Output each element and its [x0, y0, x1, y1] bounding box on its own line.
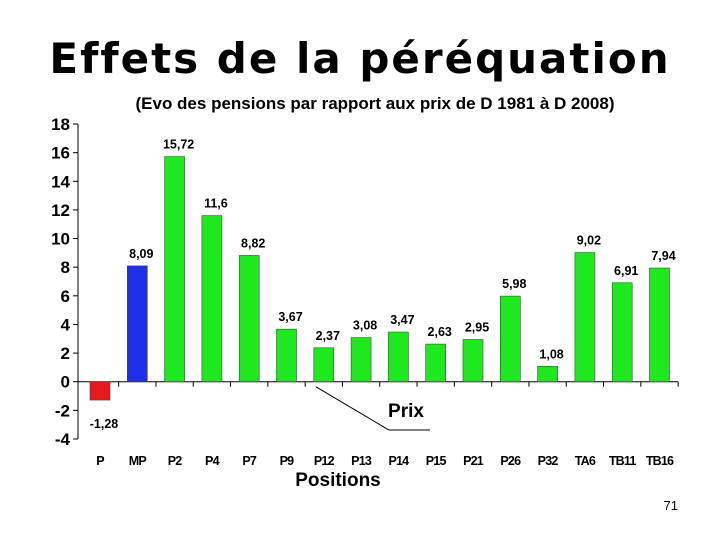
- y-tick-label: 2: [61, 344, 70, 363]
- data-label: 3,47: [390, 313, 414, 327]
- data-label: 8,09: [129, 247, 153, 261]
- y-tick-label: 8: [61, 258, 70, 277]
- data-label: 8,82: [241, 236, 265, 250]
- data-label: 15,72: [163, 138, 194, 152]
- x-tick-label: TA6: [575, 454, 596, 468]
- y-tick-label: -2: [55, 401, 70, 420]
- data-label: 2,63: [428, 325, 452, 339]
- x-tick-label: TB11: [609, 454, 637, 468]
- x-tick-label: P12: [314, 454, 335, 468]
- data-label: 7,94: [651, 249, 675, 263]
- x-tick-label: TB16: [646, 454, 674, 468]
- chart-subtitle: (Evo des pensions par rapport aux prix d…: [135, 94, 615, 113]
- bar: [462, 339, 484, 383]
- x-tick-label: P32: [538, 454, 559, 468]
- bar: [201, 215, 223, 383]
- slide-title: Effets de la péréquation: [49, 34, 671, 83]
- data-label: 5,98: [502, 277, 526, 291]
- x-tick-label: P14: [388, 454, 409, 468]
- x-tick-label: P13: [351, 454, 372, 468]
- bar: [127, 265, 148, 383]
- x-tick-label: P: [96, 454, 104, 468]
- data-label: 9,02: [577, 234, 601, 248]
- bar: [649, 267, 670, 383]
- bar: [611, 282, 633, 383]
- x-tick-label: P21: [463, 454, 484, 468]
- annotation-leader-line: [315, 386, 430, 431]
- x-tick-label: P7: [242, 454, 257, 468]
- bar: [574, 252, 596, 383]
- y-tick-label: 14: [51, 172, 70, 191]
- x-tick-label: P2: [168, 454, 183, 468]
- data-label: 2,95: [465, 320, 489, 334]
- x-tick-label: MP: [129, 454, 147, 468]
- data-label: 6,91: [614, 264, 638, 278]
- y-tick-label: 6: [61, 287, 70, 306]
- y-tick-label: 0: [61, 373, 70, 392]
- data-label: -1,28: [90, 417, 119, 431]
- y-tick-label: 10: [51, 230, 70, 249]
- x-tick-label: P26: [500, 454, 521, 468]
- y-tick-label: 18: [51, 115, 70, 134]
- data-label: 1,08: [539, 347, 563, 361]
- x-tick-label: P4: [205, 454, 220, 468]
- bar: [425, 343, 447, 383]
- y-tick-label: 4: [61, 315, 71, 334]
- bar: [388, 331, 409, 383]
- x-tick-label: P9: [280, 454, 295, 468]
- bar: [89, 381, 111, 401]
- annotation-label: Prix: [388, 401, 424, 422]
- bar: [350, 337, 372, 383]
- bar: [537, 365, 558, 383]
- y-tick-label: 16: [51, 144, 70, 163]
- bar: [313, 347, 335, 383]
- data-label: 3,67: [278, 310, 302, 324]
- bar: [164, 156, 185, 383]
- y-tick-label: 12: [51, 201, 70, 220]
- y-tick-label: -4: [55, 430, 71, 449]
- x-axis-title: Positions: [295, 470, 381, 491]
- data-label: 3,08: [353, 319, 377, 333]
- slide-number: 71: [663, 498, 678, 513]
- bar: [499, 295, 521, 383]
- x-tick-label: P15: [426, 454, 447, 468]
- bar: [276, 328, 297, 383]
- data-label: 11,6: [204, 197, 228, 211]
- data-label: 2,37: [316, 329, 340, 343]
- bar: [238, 255, 260, 383]
